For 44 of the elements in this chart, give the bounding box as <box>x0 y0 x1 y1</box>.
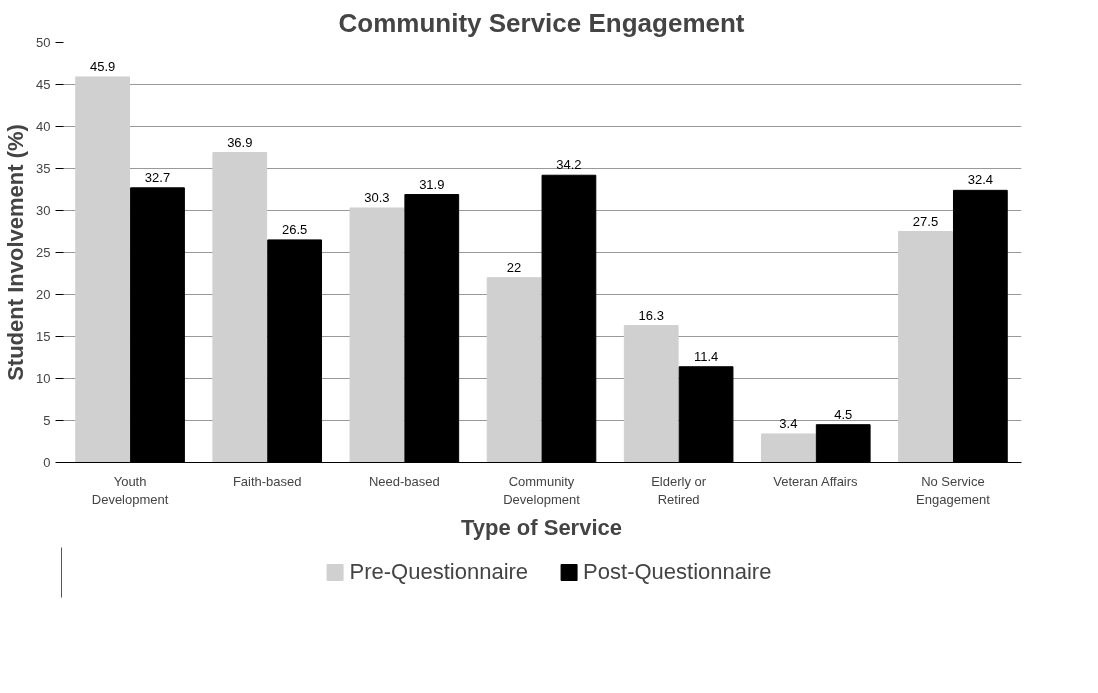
data-label: 4.5 <box>834 406 853 422</box>
data-label: 22 <box>506 259 522 275</box>
y-tick-label: 20 <box>36 287 51 302</box>
bar <box>486 277 542 463</box>
x-tick-label: Faith-based <box>232 473 302 489</box>
data-label: 11.4 <box>693 348 719 364</box>
x-tick-label: Elderly or Retired <box>651 473 707 507</box>
chart-title: Community Service Engagement <box>338 7 745 38</box>
y-tick-label: 50 <box>36 35 51 50</box>
y-tick-label: 0 <box>43 455 51 470</box>
y-tick-label: 25 <box>36 245 51 260</box>
legend-label: Post-Questionnaire <box>583 559 772 585</box>
x-tick-label: No Service Engagement <box>916 473 991 507</box>
data-label: 27.5 <box>912 213 939 229</box>
data-label: 30.3 <box>364 189 390 205</box>
y-tick-label: 45 <box>36 77 51 92</box>
bar <box>898 231 953 463</box>
y-tick-label: 30 <box>36 203 51 218</box>
x-tick-label: Youth Development <box>91 473 169 507</box>
x-tick-label: Need-based <box>368 473 440 489</box>
data-label: 3.4 <box>779 415 798 431</box>
data-label: 34.2 <box>556 157 582 173</box>
x-tick-label: Veteran Affairs <box>773 473 859 489</box>
legend-label: Pre-Questionnaire <box>349 559 529 585</box>
y-tick-label: 15 <box>36 329 51 344</box>
bar <box>760 433 816 463</box>
data-label: 31.9 <box>419 176 445 192</box>
y-tick-label: 40 <box>36 119 51 134</box>
y-tick-label: 35 <box>36 161 51 176</box>
bar <box>75 76 131 463</box>
data-label: 32.7 <box>144 169 171 185</box>
y-axis-title: Student Involvement (%) <box>3 124 29 381</box>
x-axis-title: Type of Service <box>461 514 622 540</box>
x-tick-label: Community Development <box>503 473 581 507</box>
data-label: 16.3 <box>638 307 664 323</box>
data-label: 36.9 <box>227 134 253 150</box>
y-tick-label: 10 <box>36 371 51 386</box>
y-tick-label: 5 <box>43 413 51 428</box>
data-label: 45.9 <box>89 58 116 74</box>
bar <box>349 207 405 463</box>
bar <box>623 325 679 463</box>
data-label: 26.5 <box>281 221 308 237</box>
bar <box>212 152 268 463</box>
data-label: 32.4 <box>967 172 994 188</box>
